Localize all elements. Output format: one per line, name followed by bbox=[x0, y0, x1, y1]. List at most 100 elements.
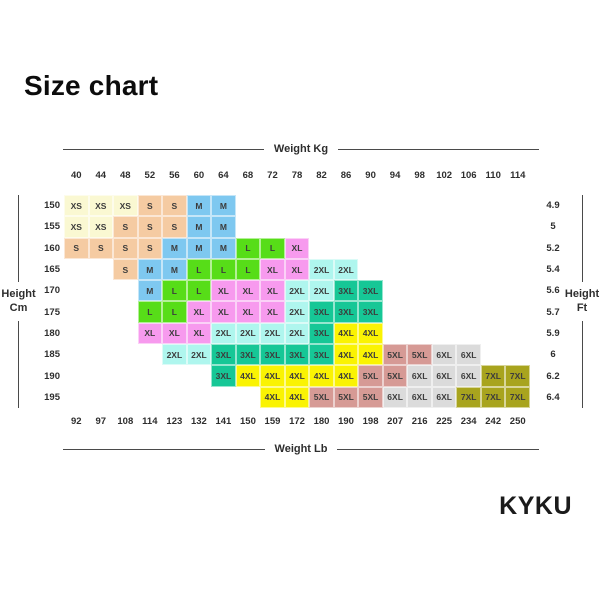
size-cell bbox=[64, 365, 89, 386]
size-cell bbox=[64, 344, 89, 365]
size-cell: M bbox=[162, 237, 187, 259]
size-cell bbox=[456, 238, 481, 259]
size-cell bbox=[383, 323, 408, 344]
size-cell: 3XL bbox=[309, 301, 334, 323]
size-cell: 6XL bbox=[407, 386, 432, 408]
weight-kg-tick: 48 bbox=[120, 170, 131, 181]
size-cell: M bbox=[186, 216, 212, 238]
height-ft-tick: 5.4 bbox=[546, 264, 560, 276]
size-cell bbox=[260, 195, 285, 216]
size-cell bbox=[89, 301, 114, 322]
weight-lb-tick: 114 bbox=[142, 416, 158, 427]
size-cell bbox=[407, 323, 432, 344]
size-cell: 4XL bbox=[284, 386, 310, 408]
size-cell bbox=[407, 259, 432, 280]
size-cell: 7XL bbox=[456, 386, 481, 408]
size-cell bbox=[358, 216, 383, 237]
weight-lb-tick: 242 bbox=[485, 416, 502, 427]
size-cell: M bbox=[211, 216, 236, 238]
size-cell bbox=[505, 195, 530, 216]
size-cell: 7XL bbox=[505, 386, 530, 408]
size-cell: M bbox=[186, 195, 212, 217]
size-cell bbox=[64, 387, 89, 408]
size-cell: S bbox=[162, 195, 187, 217]
size-cell: L bbox=[235, 237, 261, 259]
size-cell: 7XL bbox=[480, 365, 506, 387]
weight-lb-tick: 250 bbox=[509, 416, 526, 427]
top-axis-header: Weight Kg bbox=[63, 143, 539, 155]
height-cm-tick: 190 bbox=[44, 370, 60, 382]
size-cell: M bbox=[137, 280, 163, 302]
size-cell: M bbox=[186, 237, 212, 259]
weight-kg-tick: 44 bbox=[95, 170, 107, 181]
axis-line bbox=[338, 148, 539, 150]
size-cell bbox=[383, 259, 408, 280]
size-cell: 5XL bbox=[382, 344, 408, 366]
size-cell bbox=[481, 238, 506, 259]
size-cell bbox=[89, 344, 114, 365]
height-ft-label-line1: Height bbox=[564, 287, 600, 300]
weight-lb-label: Weight Lb bbox=[274, 443, 328, 455]
size-cell bbox=[456, 216, 481, 237]
size-cell bbox=[481, 216, 506, 237]
weight-lb-tick: 234 bbox=[460, 416, 477, 427]
size-cell: L bbox=[260, 237, 285, 259]
weight-lb-tick: 97 bbox=[95, 416, 107, 427]
size-cell: S bbox=[113, 258, 138, 281]
size-cell bbox=[407, 216, 432, 237]
size-cell: M bbox=[137, 258, 163, 281]
size-cell bbox=[285, 216, 310, 237]
size-cell: M bbox=[211, 237, 236, 259]
size-cell: 7XL bbox=[505, 365, 530, 387]
weight-lb-tick: 150 bbox=[240, 416, 256, 427]
size-cell bbox=[309, 216, 334, 237]
height-cm-label-line2: Cm bbox=[9, 301, 28, 314]
size-cell: 3XL bbox=[235, 344, 261, 366]
height-cm-tick: 155 bbox=[44, 221, 60, 233]
size-cell: 5XL bbox=[309, 386, 334, 408]
bottom-axis-values: 92 97 108 114 123 132 141 150 159 172 180 190 198 207… bbox=[64, 416, 530, 427]
weight-lb-tick: 159 bbox=[264, 416, 281, 427]
size-cell bbox=[113, 323, 138, 344]
size-cell: 4XL bbox=[333, 322, 359, 345]
weight-lb-tick: 198 bbox=[362, 416, 379, 427]
size-cell bbox=[89, 259, 114, 280]
axis-line bbox=[581, 321, 583, 408]
size-cell bbox=[162, 365, 187, 386]
bottom-axis-header: Weight Lb bbox=[63, 443, 539, 455]
size-cell: 2XL bbox=[235, 322, 261, 345]
size-cell: XL bbox=[137, 322, 163, 345]
page-title: Size chart bbox=[24, 70, 159, 101]
size-cell: XL bbox=[186, 322, 212, 345]
weight-lb-tick: 123 bbox=[166, 416, 183, 427]
size-cell bbox=[432, 259, 457, 280]
axis-line bbox=[63, 448, 265, 450]
size-cell bbox=[236, 216, 261, 237]
size-cell: 4XL bbox=[333, 365, 359, 387]
size-cell bbox=[64, 323, 89, 344]
size-cell: 6XL bbox=[382, 386, 408, 408]
size-cell: 3XL bbox=[333, 301, 359, 323]
size-cell: 7XL bbox=[480, 386, 506, 408]
size-cell: XS bbox=[88, 195, 114, 217]
size-cell: S bbox=[162, 216, 187, 238]
weight-kg-tick: 110 bbox=[485, 170, 501, 181]
size-cell bbox=[64, 259, 89, 280]
size-cell bbox=[285, 195, 310, 216]
size-cell: L bbox=[186, 280, 212, 302]
weight-kg-tick: 114 bbox=[510, 170, 526, 181]
size-cell bbox=[211, 387, 236, 408]
size-cell: S bbox=[113, 237, 138, 259]
size-cell: 6XL bbox=[456, 344, 481, 366]
weight-lb-tick: 92 bbox=[70, 416, 82, 427]
size-cell: L bbox=[186, 258, 212, 281]
size-cell: 2XL bbox=[309, 280, 334, 302]
size-cell bbox=[138, 365, 163, 386]
size-cell bbox=[187, 387, 212, 408]
size-cell: 4XL bbox=[284, 365, 310, 387]
size-cell: L bbox=[235, 258, 261, 281]
weight-kg-tick: 98 bbox=[414, 170, 425, 181]
height-cm-tick: 150 bbox=[44, 200, 60, 212]
size-cell: XS bbox=[88, 216, 114, 238]
